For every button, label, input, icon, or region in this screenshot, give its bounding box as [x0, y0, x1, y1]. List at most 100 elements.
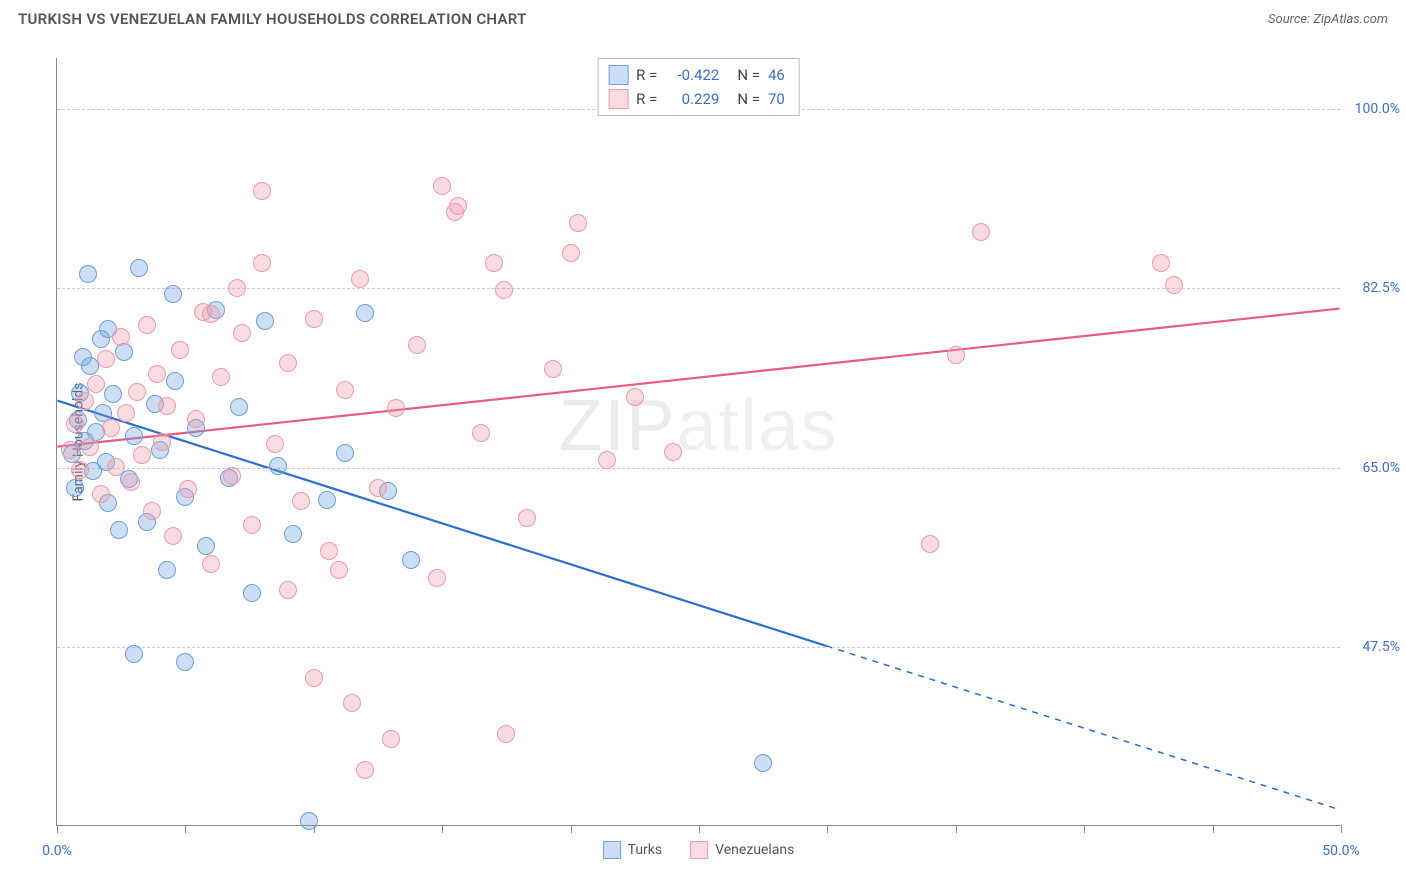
data-point	[284, 525, 302, 543]
data-point	[292, 492, 310, 510]
y-tick-label: 65.0%	[1345, 460, 1400, 476]
data-point	[428, 569, 446, 587]
legend-series-name: Venezuelans	[715, 842, 794, 858]
data-point	[279, 354, 297, 372]
y-tick-label: 100.0%	[1345, 101, 1400, 117]
x-tick	[57, 825, 58, 833]
data-point	[320, 542, 338, 560]
series-legend: Turks Venezuelans	[603, 841, 795, 859]
data-point	[266, 435, 284, 453]
data-point	[125, 427, 143, 445]
chart-title: TURKISH VS VENEZUELAN FAMILY HOUSEHOLDS …	[18, 10, 527, 28]
legend-correlation-row: R =-0.422N =46	[608, 63, 785, 87]
grid-line	[57, 288, 1340, 289]
data-point	[66, 479, 84, 497]
data-point	[110, 521, 128, 539]
data-point	[754, 754, 772, 772]
data-point	[947, 346, 965, 364]
data-point	[171, 341, 189, 359]
legend-correlation-row: R =0.229N =70	[608, 87, 785, 111]
data-point	[61, 441, 79, 459]
data-point	[446, 203, 464, 221]
data-point	[92, 485, 110, 503]
legend-n-value: 70	[768, 87, 785, 111]
data-point	[356, 761, 374, 779]
data-point	[138, 316, 156, 334]
legend-swatch	[608, 65, 628, 85]
data-point	[102, 419, 120, 437]
grid-line	[57, 468, 1340, 469]
trend-line	[57, 401, 826, 646]
data-point	[408, 336, 426, 354]
data-point	[130, 259, 148, 277]
data-point	[518, 509, 536, 527]
data-point	[179, 480, 197, 498]
legend-series-name: Turks	[628, 842, 663, 858]
legend-swatch	[608, 89, 628, 109]
data-point	[253, 254, 271, 272]
data-point	[544, 360, 562, 378]
data-point	[164, 285, 182, 303]
chart-plot-area: Family Households ZIPatlas R =-0.422N =4…	[56, 58, 1340, 826]
correlation-legend: R =-0.422N =46R =0.229N =70	[597, 58, 800, 116]
x-tick-label: 0.0%	[42, 843, 72, 859]
data-point	[243, 516, 261, 534]
data-point	[1152, 254, 1170, 272]
data-point	[336, 444, 354, 462]
data-point	[158, 561, 176, 579]
data-point	[318, 491, 336, 509]
data-point	[305, 669, 323, 687]
data-point	[197, 537, 215, 555]
data-point	[133, 446, 151, 464]
data-point	[66, 415, 84, 433]
data-point	[115, 343, 133, 361]
x-tick	[699, 825, 700, 833]
data-point	[336, 381, 354, 399]
data-point	[128, 383, 146, 401]
x-tick	[1341, 825, 1342, 833]
trend-lines-layer	[57, 58, 1340, 825]
data-point	[164, 527, 182, 545]
data-point	[269, 457, 287, 475]
data-point	[143, 502, 161, 520]
source-label: Source: ZipAtlas.com	[1268, 12, 1388, 27]
data-point	[485, 254, 503, 272]
trend-line-extrapolated	[827, 646, 1340, 810]
data-point	[166, 372, 184, 390]
legend-series-item: Turks	[603, 841, 663, 859]
data-point	[343, 694, 361, 712]
x-tick	[571, 825, 572, 833]
data-point	[433, 177, 451, 195]
legend-series-item: Venezuelans	[690, 841, 794, 859]
data-point	[125, 645, 143, 663]
data-point	[71, 461, 89, 479]
legend-swatch	[690, 841, 708, 859]
data-point	[202, 555, 220, 573]
data-point	[626, 388, 644, 406]
legend-swatch	[603, 841, 621, 859]
data-point	[212, 368, 230, 386]
data-point	[253, 182, 271, 200]
data-point	[79, 265, 97, 283]
data-point	[176, 653, 194, 671]
x-tick	[1084, 825, 1085, 833]
x-tick	[185, 825, 186, 833]
data-point	[256, 312, 274, 330]
data-point	[351, 270, 369, 288]
data-point	[117, 404, 135, 422]
x-tick-label: 50.0%	[1322, 843, 1360, 859]
data-point	[495, 281, 513, 299]
data-point	[87, 375, 105, 393]
data-point	[158, 397, 176, 415]
data-point	[497, 725, 515, 743]
data-point	[369, 479, 387, 497]
data-point	[472, 424, 490, 442]
data-point	[230, 398, 248, 416]
data-point	[300, 812, 318, 830]
data-point	[187, 410, 205, 428]
legend-r-label: R =	[636, 87, 657, 111]
data-point	[387, 399, 405, 417]
data-point	[153, 433, 171, 451]
data-point	[921, 535, 939, 553]
data-point	[122, 473, 140, 491]
